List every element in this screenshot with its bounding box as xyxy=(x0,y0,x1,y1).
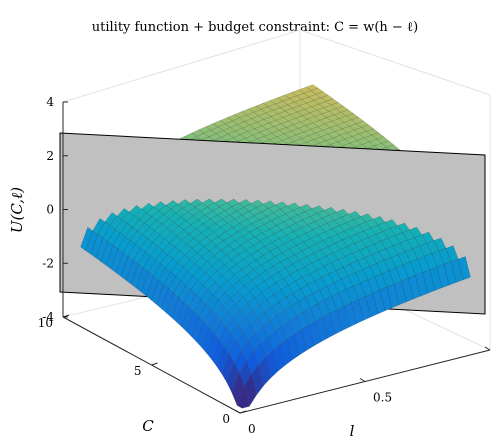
y-axis-label: C xyxy=(142,417,154,435)
z-tick-label: -2 xyxy=(42,256,54,270)
utility-surface-front xyxy=(80,198,471,409)
y-tick-label: 5 xyxy=(134,364,142,378)
z-tick-label: -4 xyxy=(42,310,54,324)
y-tick-label: 0 xyxy=(222,412,230,426)
z-tick-label: 0 xyxy=(46,203,54,217)
tick-mark xyxy=(484,346,491,351)
surface-patch xyxy=(236,386,250,409)
x-tick-label: 0 xyxy=(248,422,256,436)
x-tick-label: 0.5 xyxy=(373,391,392,405)
tick-mark xyxy=(62,314,70,318)
z-tick-label: 2 xyxy=(46,149,54,163)
z-tick-label: 4 xyxy=(46,95,54,109)
x-axis-label: l xyxy=(350,422,355,439)
z-axis-label: U(C,ℓ) xyxy=(8,187,26,233)
tick-mark xyxy=(151,362,158,366)
y-tick-label: 10 xyxy=(38,316,53,330)
chart-title: utility function + budget constraint: C … xyxy=(92,20,418,35)
tick-mark xyxy=(239,410,247,414)
tick-mark xyxy=(359,378,366,382)
tick-mark xyxy=(234,409,241,414)
